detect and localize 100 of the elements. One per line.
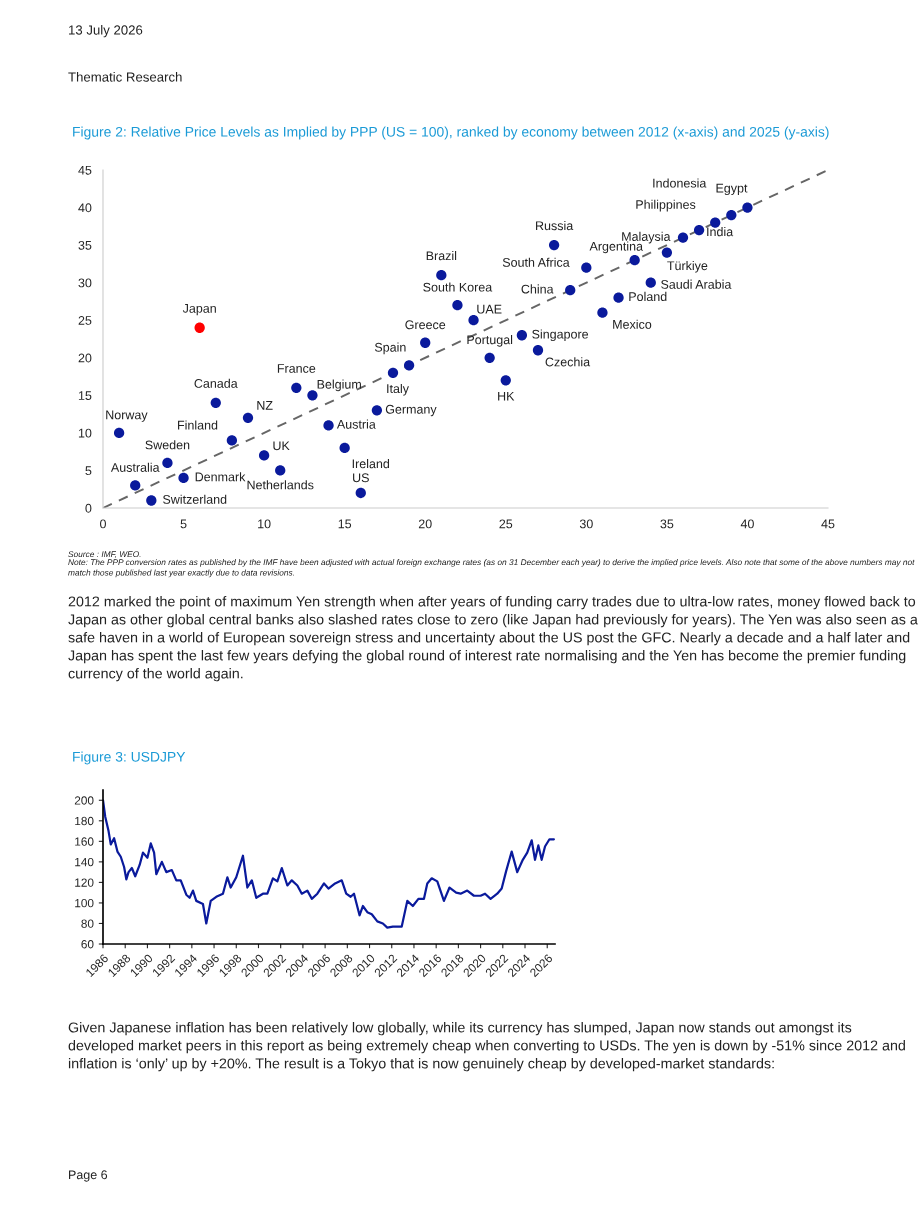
point <box>194 322 205 333</box>
point <box>291 382 302 393</box>
text: 13 July 2026 <box>69 25 143 38</box>
point <box>565 285 576 296</box>
annotation: Canada <box>194 378 238 388</box>
annotation: Saudi Arabia <box>661 279 732 289</box>
annotation: HK <box>498 391 515 401</box>
point <box>581 262 592 273</box>
point <box>677 232 689 243</box>
annotation: Austria <box>336 419 376 429</box>
point <box>403 360 415 371</box>
x-tick-label: 20 <box>418 519 432 529</box>
y-tick-label: 120 <box>75 878 94 887</box>
annotation: Philippines <box>636 199 696 212</box>
point <box>275 465 286 476</box>
y-tick-label: 10 <box>78 428 92 438</box>
point <box>645 277 656 288</box>
point <box>710 217 721 228</box>
point <box>210 397 221 408</box>
point <box>146 495 157 506</box>
annotation: Switzerland <box>163 494 227 504</box>
annotation: UAE <box>477 304 502 314</box>
annotation: Poland <box>629 291 667 302</box>
y-tick-label: 200 <box>74 796 94 805</box>
point <box>629 254 640 266</box>
y-tick-label: 80 <box>81 919 94 928</box>
annotation: France <box>277 364 316 373</box>
annotation: South Korea <box>423 282 493 292</box>
y-tick-label: 0 <box>85 503 92 513</box>
annotation: Mexico <box>613 319 652 329</box>
point <box>726 209 737 221</box>
annotation: Australia <box>110 462 160 472</box>
point <box>258 450 270 461</box>
y-tick-label: 15 <box>78 391 92 400</box>
x-tick-label: 30 <box>579 519 593 529</box>
source-note: Source : IMF, WEO. <box>68 551 141 559</box>
annotation: Germany <box>385 404 437 417</box>
text: Note: The PPP conversion rates as published by the IMF have been adjusted with actual foreign exchange rates (as on 31 December each year) to derive the implied price levels. Also note that some of the above numbers may not match those published last year exactly due to data revisions. <box>68 559 915 578</box>
point <box>548 239 560 251</box>
annotation: Portugal <box>467 335 513 347</box>
y-tick-label: 25 <box>78 316 92 325</box>
text: Given Japanese inflation has been relatively low globally, while its currency has slumped, Japan now stands out amongst its developed market peers in this report as being extremely cheap when converting to USDs. The yen is down by -51% since 2012 and inflation is ‘only’ up by +20%. The result is a Tokyo that is now genuinely cheap by developed-market standards: <box>68 1022 905 1072</box>
annotation: Denmark <box>195 472 246 482</box>
annotation: US <box>353 473 369 483</box>
annotation: UK <box>273 441 290 451</box>
x-tick-label: 25 <box>499 519 513 529</box>
point <box>742 202 753 213</box>
point <box>242 412 254 424</box>
annotation: NZ <box>257 401 273 410</box>
point <box>613 292 624 303</box>
y-tick-label: 180 <box>75 816 94 826</box>
point <box>597 307 608 318</box>
y-tick-label: 20 <box>78 353 92 363</box>
annotation: Spain <box>374 342 406 355</box>
x-tick-label: 5 <box>180 519 187 529</box>
x-tick-label: 15 <box>338 519 352 529</box>
point <box>226 435 238 446</box>
y-tick-label: 160 <box>75 837 94 846</box>
point <box>387 367 399 378</box>
point <box>436 270 447 281</box>
y-tick-label: 45 <box>78 165 92 175</box>
point <box>162 457 173 469</box>
annotation: Brazil <box>426 251 457 261</box>
point <box>130 480 141 491</box>
annotation: Belgium <box>317 379 361 392</box>
point <box>355 487 366 499</box>
annotation: Sweden <box>145 440 190 450</box>
annotation: China <box>521 284 554 294</box>
point <box>113 427 125 439</box>
annotation: Russia <box>536 220 574 231</box>
annotation: India <box>707 227 734 237</box>
x-tick-label: 10 <box>258 519 271 529</box>
point <box>532 345 544 356</box>
point <box>339 442 350 454</box>
point <box>420 337 431 348</box>
point <box>661 247 673 258</box>
y-tick-label: 35 <box>78 240 92 250</box>
annotation: Italy <box>387 383 409 396</box>
chart-title: Figure 3: USDJPY <box>73 751 186 765</box>
annotation: Greece <box>405 320 446 330</box>
point <box>468 315 479 326</box>
point <box>516 330 528 341</box>
annotation: Egypt <box>716 183 748 196</box>
annotation: Singapore <box>532 329 589 342</box>
annotation: Czechia <box>545 357 591 367</box>
annotation: Japan <box>182 304 216 316</box>
annotation: Finland <box>178 420 218 430</box>
point <box>307 390 318 401</box>
chart-title: Figure 2: Relative Price Levels as Implied by PPP (US = 100), ranked by economy between 2012 (x-axis) and 2025 (y-axis) <box>73 126 829 140</box>
point <box>178 472 189 484</box>
annotation: Norway <box>106 410 148 422</box>
point <box>693 224 705 236</box>
y-tick-label: 5 <box>85 466 92 476</box>
point <box>323 420 334 431</box>
annotation: South Africa <box>502 257 570 267</box>
point <box>371 405 383 416</box>
y-tick-label: 140 <box>75 857 94 867</box>
annotation: Türkiye <box>667 260 708 273</box>
y-tick-label: 60 <box>81 940 94 949</box>
x-tick-label: 35 <box>660 519 674 529</box>
